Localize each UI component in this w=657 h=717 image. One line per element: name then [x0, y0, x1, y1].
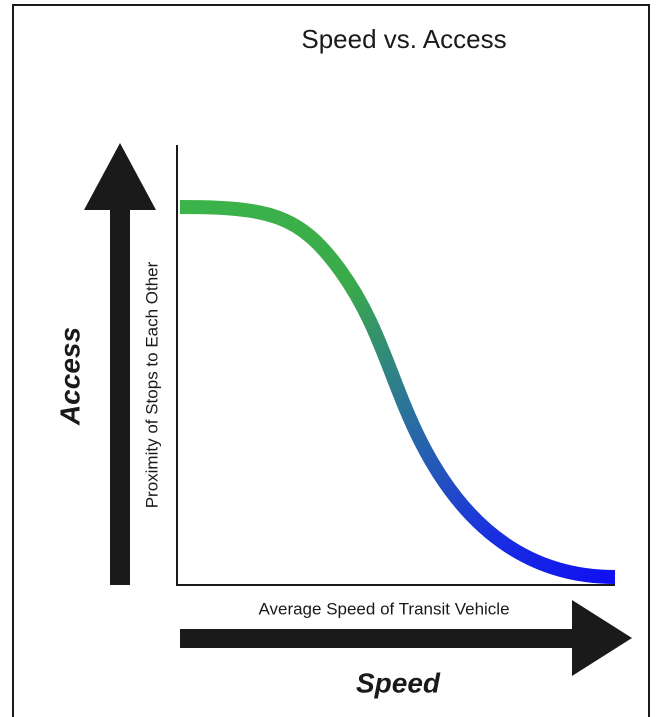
y-axis-label: Proximity of Stops to Each Other: [142, 261, 161, 508]
curve: [179, 200, 616, 584]
x-arrow-label: Speed: [356, 667, 441, 698]
right-arrow: [180, 600, 632, 676]
title: Speed vs. Access: [301, 24, 506, 54]
x-axis-label: Average Speed of Transit Vehicle: [258, 599, 509, 618]
up-arrow: [84, 143, 156, 585]
y-arrow-label: Access: [54, 327, 85, 426]
